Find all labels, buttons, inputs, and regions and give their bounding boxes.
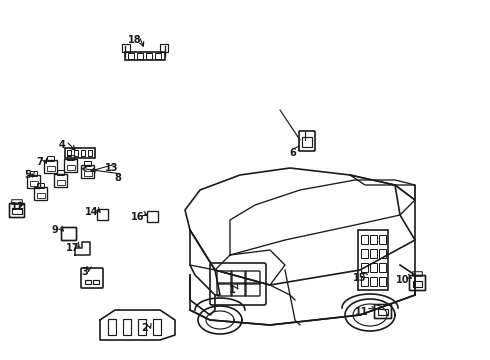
Bar — [81, 150, 85, 156]
Bar — [12, 208, 22, 214]
Text: 12: 12 — [11, 202, 25, 212]
Text: 13: 13 — [105, 163, 119, 173]
Bar — [137, 53, 143, 59]
Text: 17: 17 — [66, 243, 80, 253]
Bar — [361, 277, 368, 286]
Bar — [65, 148, 95, 158]
Bar — [358, 230, 388, 290]
Text: 15: 15 — [353, 273, 367, 283]
Text: 10: 10 — [396, 275, 410, 285]
Bar — [128, 53, 134, 59]
Text: 9: 9 — [51, 225, 58, 235]
Text: 4: 4 — [59, 140, 65, 150]
Text: 2: 2 — [142, 323, 148, 333]
Bar — [153, 319, 161, 335]
Bar — [108, 319, 116, 335]
Bar — [67, 165, 75, 170]
Text: 7: 7 — [37, 157, 44, 167]
Text: 14: 14 — [85, 207, 99, 217]
Bar — [378, 309, 388, 315]
Bar — [93, 280, 99, 284]
Bar — [67, 150, 71, 156]
Bar — [160, 44, 168, 52]
Bar — [361, 235, 368, 244]
Bar — [88, 150, 92, 156]
Bar — [37, 193, 45, 198]
Bar — [138, 319, 146, 335]
Text: 1: 1 — [229, 285, 235, 295]
Text: 6: 6 — [290, 148, 296, 158]
Bar — [84, 171, 92, 176]
Bar — [413, 281, 422, 287]
Bar — [370, 249, 377, 258]
Bar — [74, 150, 78, 156]
Text: 16: 16 — [131, 212, 145, 222]
Bar — [57, 180, 65, 185]
Bar — [370, 263, 377, 272]
Bar — [379, 277, 386, 286]
Bar — [85, 280, 91, 284]
Bar — [125, 52, 165, 60]
Bar — [361, 263, 368, 272]
Bar — [122, 44, 130, 52]
Bar — [370, 235, 377, 244]
Text: 5: 5 — [24, 170, 31, 180]
Text: 18: 18 — [128, 35, 142, 45]
Bar — [379, 249, 386, 258]
Bar — [146, 53, 152, 59]
Text: 3: 3 — [82, 267, 88, 277]
Bar — [379, 235, 386, 244]
Bar — [123, 319, 131, 335]
Bar — [379, 263, 386, 272]
Text: 8: 8 — [115, 173, 122, 183]
Bar — [30, 181, 38, 186]
Bar — [155, 53, 161, 59]
Bar — [370, 277, 377, 286]
Text: 11: 11 — [355, 307, 369, 317]
Bar — [361, 249, 368, 258]
Bar — [302, 137, 312, 147]
Bar — [47, 166, 55, 171]
